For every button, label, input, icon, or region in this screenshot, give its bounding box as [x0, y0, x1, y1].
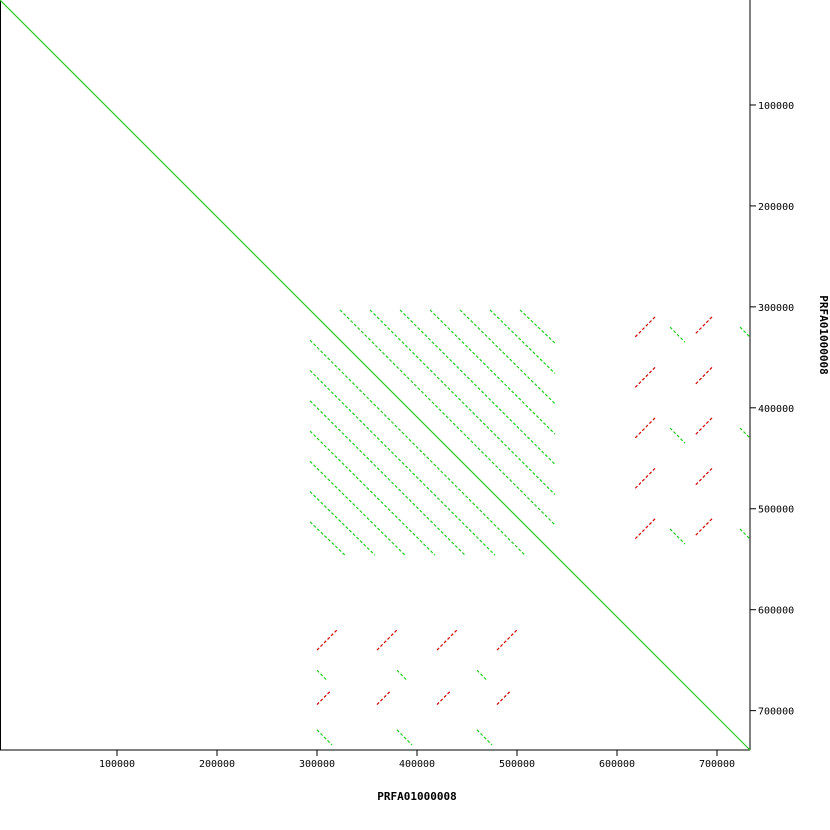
alignment-segment: [739, 326, 751, 338]
y-tick-label: 500000: [758, 505, 794, 516]
alignment-segment: [396, 669, 408, 681]
alignment-segment: [496, 690, 512, 705]
alignment-segment: [476, 729, 493, 746]
alignment-segment: [316, 729, 333, 746]
x-tick-label: 100000: [99, 759, 135, 770]
x-tick-label: 200000: [199, 759, 235, 770]
alignment-segment: [496, 629, 518, 651]
alignment-segment: [739, 528, 751, 540]
y-tick-label: 200000: [758, 202, 794, 213]
alignment-segment: [316, 690, 332, 705]
alignment-segment: [396, 729, 413, 746]
alignment-segment: [669, 427, 686, 444]
y-tick-label: 600000: [758, 606, 794, 617]
alignment-segment: [694, 467, 713, 486]
alignment-segment: [634, 417, 656, 439]
alignment-segment: [694, 417, 713, 436]
alignment-segment: [634, 316, 656, 338]
x-axis-title: PRFA01000008: [377, 790, 456, 803]
y-axis-title: PRFA01000008: [817, 295, 830, 374]
alignment-segment: [309, 400, 466, 556]
x-tick-label: 400000: [399, 759, 435, 770]
x-tick-label: 300000: [299, 759, 335, 770]
alignment-segment: [309, 430, 436, 556]
alignment-segment: [369, 309, 556, 496]
alignment-segment: [376, 690, 392, 705]
alignment-segment: [309, 460, 406, 556]
alignment-segment: [739, 427, 751, 439]
alignment-segment: [436, 690, 452, 705]
alignment-segment: [459, 309, 556, 405]
y-tick-label: 700000: [758, 707, 794, 718]
y-tick-label: 300000: [758, 303, 794, 314]
x-tick-label: 600000: [599, 759, 635, 770]
alignment-segment: [309, 521, 346, 556]
alignment-segment: [519, 309, 556, 344]
alignment-segment: [339, 309, 556, 526]
alignment-segment: [316, 669, 328, 681]
alignment-segment: [489, 309, 556, 374]
alignment-segment: [476, 669, 488, 681]
alignment-segment: [309, 491, 376, 556]
alignment-segment: [399, 309, 556, 465]
y-tick-label: 100000: [758, 101, 794, 112]
alignment-segment: [634, 467, 656, 489]
alignment-segment: [694, 367, 713, 386]
alignment-segment: [436, 629, 458, 651]
alignment-segment: [309, 339, 526, 556]
alignment-segment: [429, 309, 556, 435]
alignment-segment: [669, 528, 686, 545]
alignment-segment: [376, 629, 398, 651]
alignment-segment: [634, 518, 656, 540]
alignment-segment: [634, 367, 656, 389]
alignment-segment: [309, 370, 496, 556]
alignment-segment: [0, 0, 751, 751]
x-tick-label: 700000: [699, 759, 735, 770]
y-tick-label: 400000: [758, 404, 794, 415]
alignment-segment: [316, 629, 338, 651]
alignment-segment: [694, 316, 713, 335]
alignment-segment: [669, 326, 686, 343]
x-tick-label: 500000: [499, 759, 535, 770]
alignment-segment: [694, 518, 713, 537]
